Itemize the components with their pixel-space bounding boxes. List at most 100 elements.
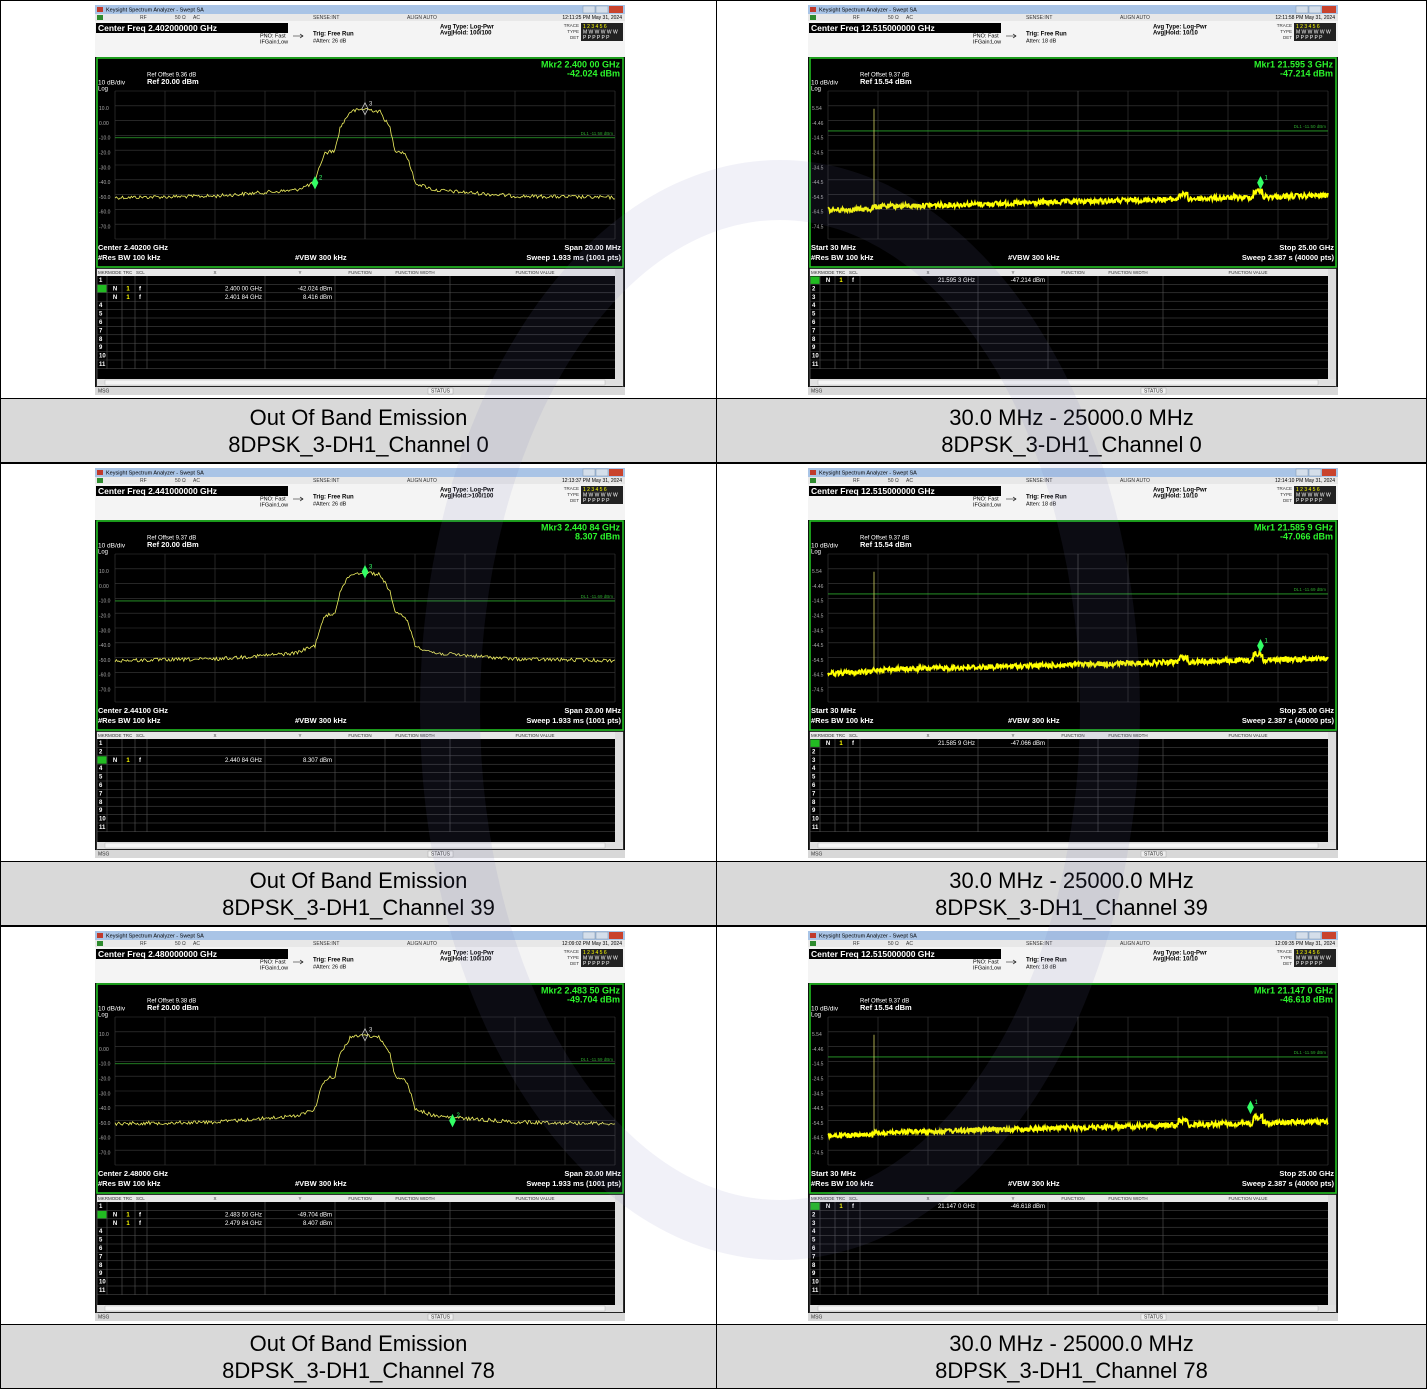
- avg-type: Avg Type: Log-Pwr: [1153, 951, 1208, 957]
- image-cell: Keysight Spectrum Analyzer - Swept SA RF 5…: [0, 0, 717, 399]
- table-header: SCL: [136, 1196, 145, 1201]
- marker-mode: N: [826, 278, 830, 284]
- center-freq-box: [96, 486, 288, 496]
- app-icon: [97, 933, 103, 938]
- app-title: Keysight Spectrum Analyzer - Swept SA: [106, 933, 204, 939]
- y-tick-label: -70.0: [99, 1151, 111, 1157]
- pno: PNO: Fast: [260, 33, 286, 39]
- row-number: 4: [812, 303, 816, 309]
- trace-label: TRACE: [1277, 486, 1292, 491]
- caption-line: 30.0 MHz - 25000.0 MHz: [949, 867, 1194, 893]
- footer-left: Start 30 MHz: [811, 706, 856, 715]
- table-header: FUNCTION: [1061, 270, 1084, 275]
- marker-readout-value: -46.618 dBm: [1280, 994, 1333, 1004]
- y-tick-label: -4.46: [812, 584, 824, 590]
- y-tick-label: -10.0: [99, 1062, 111, 1068]
- trace: [827, 186, 1329, 215]
- bottom-bar: [95, 387, 625, 395]
- center-freq: Center Freq 12.515000000 GHz: [811, 486, 935, 496]
- sweep: Sweep 1.933 ms (1001 pts): [526, 716, 621, 725]
- row-number: 9: [99, 345, 103, 351]
- marker-mode: N: [826, 1204, 830, 1210]
- row-number: 8: [812, 800, 816, 806]
- arrow: [1006, 959, 1017, 965]
- table-header: FUNCTION VALUE: [1229, 1196, 1268, 1201]
- analyzer-screenshot: Keysight Spectrum Analyzer - Swept SA RF 5…: [808, 468, 1338, 858]
- min-button: [1295, 468, 1309, 477]
- row-number: 10: [812, 354, 819, 360]
- table-header: FUNCTION: [348, 270, 371, 275]
- marker-diamond: [361, 101, 369, 116]
- table-header: MODE: [108, 1196, 122, 1201]
- rf-label: RF: [853, 15, 860, 21]
- table-header: TRC: [836, 270, 846, 275]
- coupling-label: AC: [906, 941, 913, 947]
- center-freq-box: [809, 949, 1001, 959]
- app-icon: [810, 933, 816, 938]
- analyzer-screenshot: Keysight Spectrum Analyzer - Swept SA RF 5…: [808, 5, 1338, 395]
- row-number: 11: [99, 1288, 106, 1294]
- trace-row: 1 2 3 4 5 6: [583, 950, 607, 956]
- table-header-bg: [810, 732, 1328, 739]
- status-row: [95, 940, 625, 947]
- footer-left: Center 2.48000 GHz: [98, 1169, 168, 1178]
- marker-x: 2.401 84 GHz: [225, 295, 262, 301]
- det-label: DET: [1283, 35, 1292, 40]
- det-row: P P P P P P: [1296, 35, 1323, 41]
- table-header: TRC: [123, 1196, 133, 1201]
- row-number: 5: [99, 775, 103, 781]
- ref-level: Ref 15.54 dBm: [860, 540, 912, 549]
- caption-line: 8DPSK_3-DH1_Channel 78: [935, 1357, 1208, 1383]
- log-label: Log: [98, 550, 108, 556]
- min-button: [582, 5, 596, 14]
- vbw: #VBW 300 kHz: [295, 1179, 347, 1188]
- marker-readout: Mkr3 2.440 84 GHz: [541, 522, 621, 532]
- y-tick-label: -14.5: [812, 599, 824, 605]
- y-tick-label: -64.5: [812, 673, 824, 679]
- avg-hold: Avg|Hold: 10/10: [1153, 494, 1198, 500]
- y-tick-label: 10.0: [99, 106, 109, 112]
- avg-hold: Avg|Hold: 100/100: [440, 957, 492, 963]
- min-button: [582, 931, 596, 940]
- table-header: X: [926, 1196, 929, 1201]
- row-number: 10: [99, 817, 106, 823]
- app-icon: [810, 7, 816, 12]
- det-label: DET: [570, 961, 579, 966]
- marker-x: 21.147 0 GHz: [938, 1204, 975, 1210]
- status-box: [1140, 850, 1167, 858]
- title-bar: [95, 5, 625, 14]
- row-number: 5: [812, 775, 816, 781]
- marker-x: 2.440 84 GHz: [225, 758, 262, 764]
- arrow: [293, 33, 304, 39]
- status-row: [95, 477, 625, 484]
- marker-trace: 1: [126, 286, 130, 292]
- avg-hold: Avg|Hold: 10/10: [1153, 957, 1198, 963]
- bottom-bar: [808, 850, 1338, 858]
- coupling-label: AC: [193, 941, 200, 947]
- row-number: 10: [99, 354, 106, 360]
- y-tick-label: -40.0: [99, 1106, 111, 1112]
- y-tick-label: -40.0: [99, 180, 111, 186]
- trace-box: [1294, 949, 1336, 967]
- status-box: [427, 850, 454, 858]
- trace-box: [581, 23, 623, 41]
- display-line-label: DL1 -11.59 dBm: [581, 1057, 614, 1062]
- table-header: Y: [298, 270, 301, 275]
- avg-hold: Avg|Hold: 100/100: [440, 31, 492, 37]
- caption-line: Out Of Band Emission: [249, 404, 468, 430]
- table-header: FUNCTION WIDTH: [1108, 733, 1147, 738]
- marker-x: 2.483 50 GHz: [225, 1212, 262, 1218]
- table-header: MODE: [821, 733, 835, 738]
- lxi-icon: [97, 941, 103, 946]
- vbw: #VBW 300 kHz: [1008, 253, 1060, 262]
- arrow: [1006, 496, 1017, 502]
- msg-label: MSG: [98, 852, 110, 858]
- table-header: SCL: [136, 733, 145, 738]
- y-tick-label: -10.0: [99, 599, 111, 605]
- display-line-label: DL1 -11.69 dBm: [1294, 587, 1327, 592]
- rbw: #Res BW 100 kHz: [98, 253, 161, 262]
- min-button: [1295, 5, 1309, 14]
- row-number: 7: [812, 328, 816, 334]
- marker-mode: N: [826, 741, 830, 747]
- row-number: 1: [99, 278, 103, 284]
